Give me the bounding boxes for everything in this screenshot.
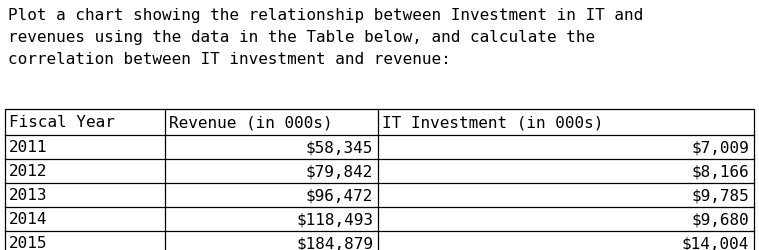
- Text: 2011: 2011: [9, 140, 48, 155]
- Text: $118,493: $118,493: [296, 212, 373, 226]
- Text: revenues using the data in the Table below, and calculate the: revenues using the data in the Table bel…: [8, 30, 595, 45]
- Text: 2012: 2012: [9, 164, 48, 179]
- Text: Plot a chart showing the relationship between Investment in IT and: Plot a chart showing the relationship be…: [8, 8, 643, 23]
- Text: 2014: 2014: [9, 212, 48, 226]
- Text: $184,879: $184,879: [296, 236, 373, 250]
- Bar: [5, 110, 754, 250]
- Text: 2013: 2013: [9, 188, 48, 203]
- Text: $9,785: $9,785: [691, 188, 749, 203]
- Text: $79,842: $79,842: [306, 164, 373, 179]
- Text: Revenue (in 000s): Revenue (in 000s): [169, 115, 332, 130]
- Text: Fiscal Year: Fiscal Year: [9, 115, 115, 130]
- Text: $96,472: $96,472: [306, 188, 373, 203]
- Text: $9,680: $9,680: [691, 212, 749, 226]
- Text: $58,345: $58,345: [306, 140, 373, 155]
- Text: $8,166: $8,166: [691, 164, 749, 179]
- Text: 2015: 2015: [9, 236, 48, 250]
- Text: $7,009: $7,009: [691, 140, 749, 155]
- Text: correlation between IT investment and revenue:: correlation between IT investment and re…: [8, 52, 451, 67]
- Text: $14,004: $14,004: [682, 236, 749, 250]
- Text: IT Investment (in 000s): IT Investment (in 000s): [382, 115, 603, 130]
